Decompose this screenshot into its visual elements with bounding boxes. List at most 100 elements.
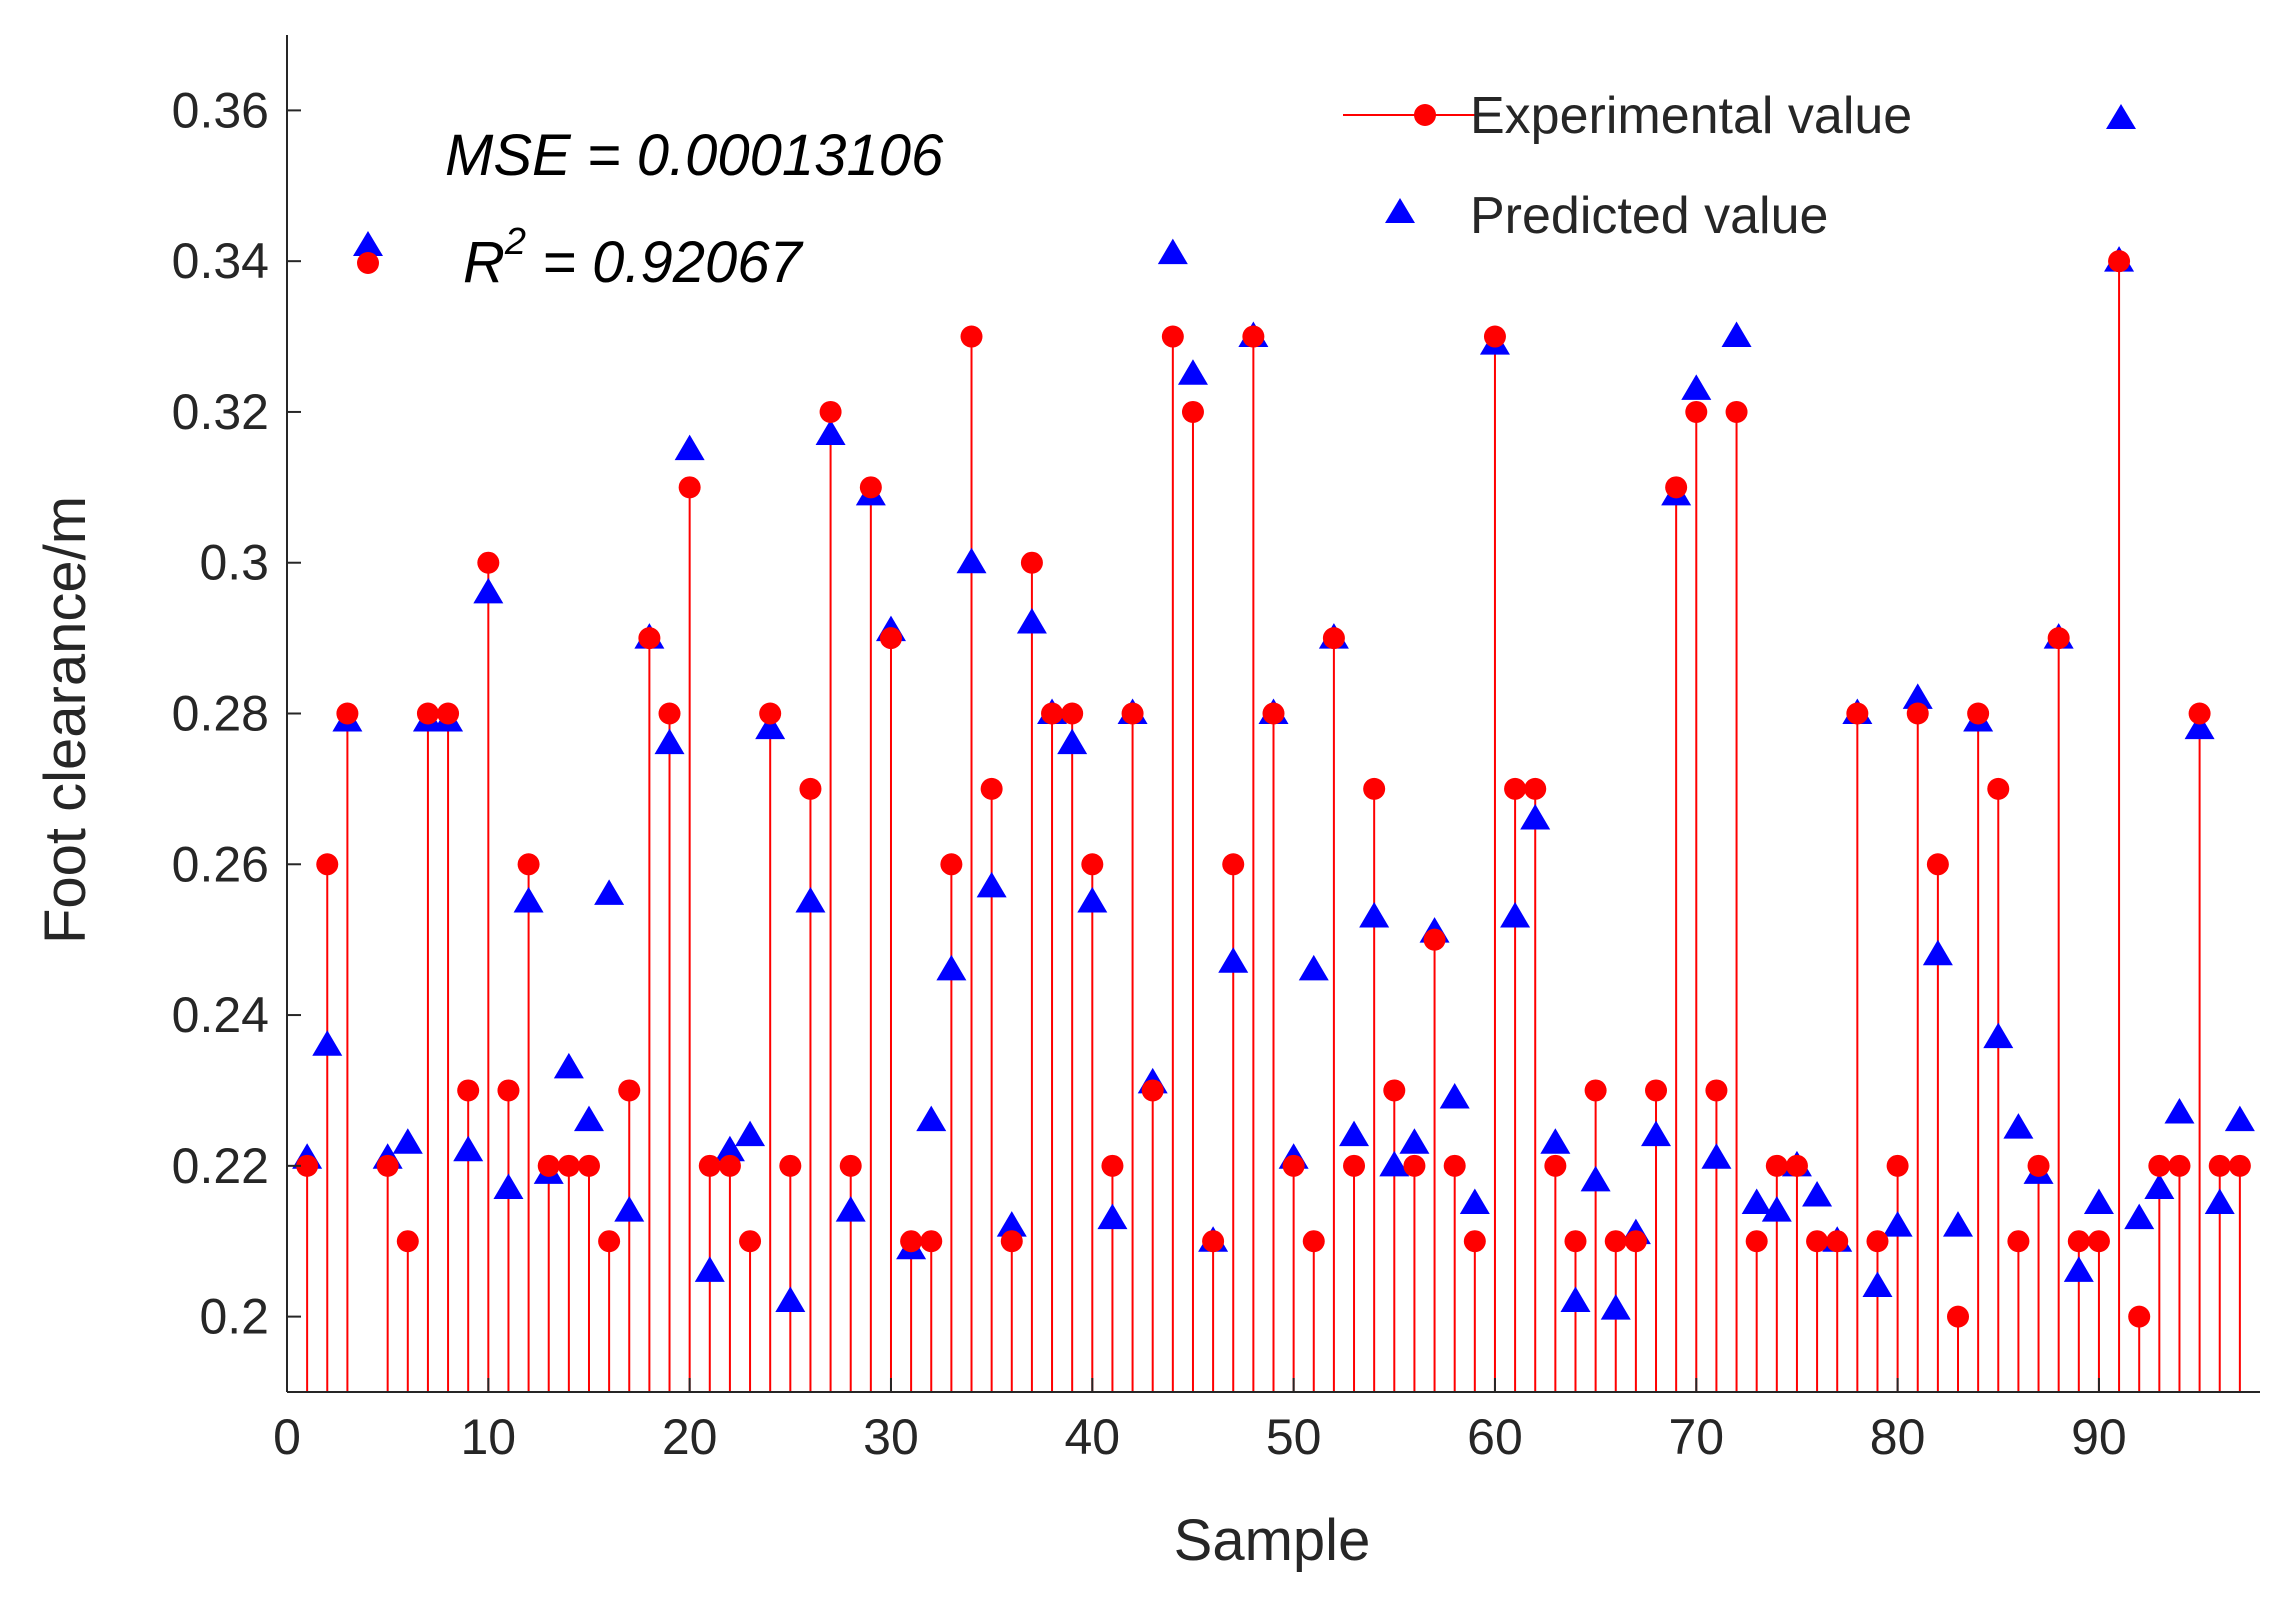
experimental-point bbox=[1564, 1230, 1586, 1252]
experimental-point bbox=[1907, 703, 1929, 725]
experimental-point bbox=[1041, 703, 1063, 725]
experimental-point bbox=[1021, 552, 1043, 574]
y-tick-label: 0.24 bbox=[172, 987, 269, 1043]
experimental-point bbox=[1162, 326, 1184, 348]
experimental-point bbox=[1887, 1155, 1909, 1177]
chart-background bbox=[0, 0, 2286, 1601]
y-tick-label: 0.28 bbox=[172, 686, 269, 742]
experimental-point bbox=[2108, 250, 2130, 272]
experimental-point bbox=[2209, 1155, 2231, 1177]
experimental-point bbox=[880, 627, 902, 649]
experimental-point bbox=[1202, 1230, 1224, 1252]
x-axis-title: Sample bbox=[1174, 1508, 1371, 1573]
experimental-point bbox=[497, 1079, 519, 1101]
x-tick-label: 60 bbox=[1467, 1409, 1523, 1465]
x-tick-label: 90 bbox=[2071, 1409, 2127, 1465]
experimental-point bbox=[961, 326, 983, 348]
legend-predicted-label: Predicted value bbox=[1470, 187, 1828, 245]
experimental-point bbox=[1142, 1079, 1164, 1101]
experimental-point bbox=[1786, 1155, 1808, 1177]
legend-experimental-marker bbox=[1414, 104, 1436, 126]
experimental-point bbox=[900, 1230, 922, 1252]
experimental-point bbox=[2148, 1155, 2170, 1177]
experimental-point bbox=[1403, 1155, 1425, 1177]
experimental-point bbox=[1424, 929, 1446, 951]
experimental-point bbox=[377, 1155, 399, 1177]
mse-annotation: MSE = 0.00013106 bbox=[445, 123, 944, 188]
x-tick-label: 30 bbox=[863, 1409, 919, 1465]
x-tick-label: 10 bbox=[461, 1409, 517, 1465]
experimental-point bbox=[2088, 1230, 2110, 1252]
experimental-point bbox=[1182, 401, 1204, 423]
experimental-point bbox=[2048, 627, 2070, 649]
experimental-point bbox=[2028, 1155, 2050, 1177]
experimental-point bbox=[1001, 1230, 1023, 1252]
experimental-point bbox=[336, 703, 358, 725]
experimental-point bbox=[1746, 1230, 1768, 1252]
r2-superscript: 2 bbox=[504, 221, 526, 263]
experimental-point bbox=[598, 1230, 620, 1252]
experimental-point bbox=[679, 476, 701, 498]
experimental-point bbox=[417, 703, 439, 725]
experimental-point bbox=[1625, 1230, 1647, 1252]
experimental-point bbox=[719, 1155, 741, 1177]
experimental-point bbox=[1846, 703, 1868, 725]
experimental-point bbox=[659, 703, 681, 725]
x-tick-label: 20 bbox=[662, 1409, 718, 1465]
experimental-point bbox=[1303, 1230, 1325, 1252]
legend-experimental-label: Experimental value bbox=[1470, 87, 1912, 145]
experimental-point bbox=[779, 1155, 801, 1177]
experimental-point bbox=[1585, 1079, 1607, 1101]
y-axis-title: Foot clearance/m bbox=[33, 496, 98, 944]
experimental-point bbox=[1383, 1079, 1405, 1101]
x-tick-label: 0 bbox=[273, 1409, 301, 1465]
experimental-point bbox=[1101, 1155, 1123, 1177]
experimental-point bbox=[1484, 326, 1506, 348]
experimental-point bbox=[1866, 1230, 1888, 1252]
experimental-point bbox=[477, 552, 499, 574]
y-tick-label: 0.36 bbox=[172, 82, 269, 138]
experimental-point bbox=[437, 703, 459, 725]
experimental-point bbox=[1343, 1155, 1365, 1177]
experimental-point bbox=[1766, 1155, 1788, 1177]
y-tick-label: 0.3 bbox=[199, 535, 269, 591]
experimental-point bbox=[1464, 1230, 1486, 1252]
experimental-point bbox=[1826, 1230, 1848, 1252]
experimental-point bbox=[1283, 1155, 1305, 1177]
experimental-point bbox=[1685, 401, 1707, 423]
experimental-point bbox=[1544, 1155, 1566, 1177]
experimental-point bbox=[1665, 476, 1687, 498]
experimental-point bbox=[739, 1230, 761, 1252]
experimental-point bbox=[759, 703, 781, 725]
experimental-point bbox=[1061, 703, 1083, 725]
y-tick-label: 0.32 bbox=[172, 384, 269, 440]
experimental-point bbox=[1967, 703, 1989, 725]
experimental-point bbox=[1705, 1079, 1727, 1101]
experimental-point bbox=[1806, 1230, 1828, 1252]
experimental-point bbox=[1947, 1306, 1969, 1328]
experimental-point bbox=[518, 853, 540, 875]
y-tick-label: 0.26 bbox=[172, 836, 269, 892]
experimental-point bbox=[1927, 853, 1949, 875]
experimental-point bbox=[981, 778, 1003, 800]
experimental-point bbox=[578, 1155, 600, 1177]
experimental-point bbox=[397, 1230, 419, 1252]
experimental-point bbox=[920, 1230, 942, 1252]
r2-symbol: R bbox=[463, 230, 505, 295]
experimental-point bbox=[2007, 1230, 2029, 1252]
experimental-point bbox=[1363, 778, 1385, 800]
experimental-point bbox=[1263, 703, 1285, 725]
experimental-point bbox=[1122, 703, 1144, 725]
experimental-point bbox=[2229, 1155, 2251, 1177]
experimental-point bbox=[840, 1155, 862, 1177]
experimental-point bbox=[1605, 1230, 1627, 1252]
y-tick-label: 0.22 bbox=[172, 1138, 269, 1194]
experimental-point bbox=[558, 1155, 580, 1177]
experimental-point bbox=[457, 1079, 479, 1101]
experimental-point bbox=[940, 853, 962, 875]
experimental-point bbox=[618, 1079, 640, 1101]
experimental-point bbox=[2168, 1155, 2190, 1177]
experimental-point bbox=[1524, 778, 1546, 800]
experimental-point bbox=[1444, 1155, 1466, 1177]
experimental-point bbox=[2128, 1306, 2150, 1328]
